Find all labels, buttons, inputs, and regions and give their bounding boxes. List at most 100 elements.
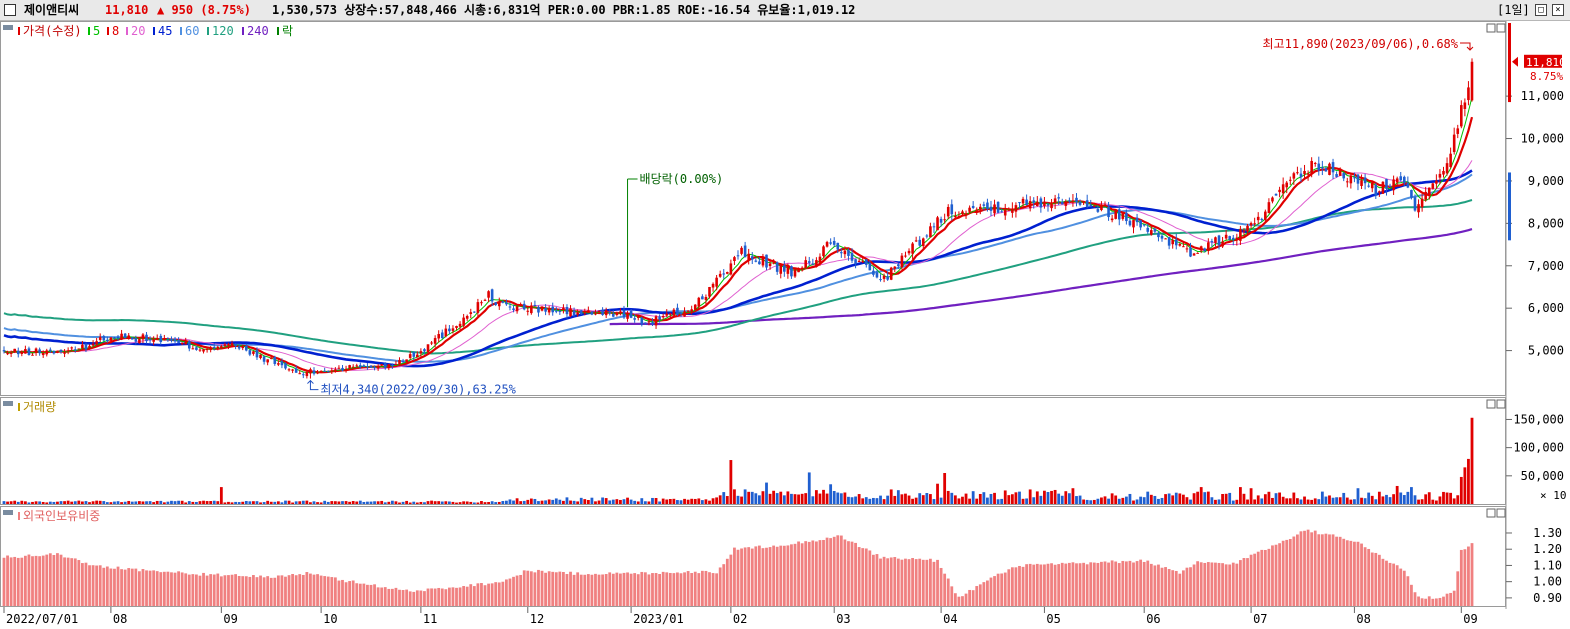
volume-bar <box>394 501 398 504</box>
foreign-tick-label: 0.90 <box>1533 591 1562 605</box>
foreign-bar <box>647 574 651 606</box>
foreign-bar <box>893 557 897 606</box>
volume-bar <box>586 499 590 504</box>
volume-bar <box>1057 493 1061 504</box>
x-tick-label: 10 <box>323 612 337 626</box>
foreign-bar <box>330 577 334 606</box>
panel-handle-icon[interactable] <box>3 25 13 30</box>
foreign-bar <box>611 573 615 606</box>
volume-bar <box>1328 495 1331 504</box>
foreign-bar <box>1092 562 1096 606</box>
volume-bar <box>462 501 466 504</box>
volume-bar <box>1320 491 1324 504</box>
foreign-bar <box>66 557 70 606</box>
volume-bar <box>1067 493 1071 504</box>
foreign-bar <box>1060 562 1064 606</box>
candle-body <box>818 256 822 263</box>
candle-body <box>1442 170 1445 175</box>
candle-body <box>1050 203 1053 209</box>
candle-body <box>1036 201 1039 207</box>
foreign-bar <box>643 572 647 606</box>
volume-bar <box>1406 491 1410 504</box>
volume-bar <box>1356 488 1360 504</box>
volume-bar <box>266 500 270 504</box>
panel-maximize-icon[interactable] <box>1496 508 1506 518</box>
foreign-bar <box>1210 562 1214 606</box>
candle-body <box>177 340 180 344</box>
candle-body <box>1324 168 1328 172</box>
volume-bar <box>882 499 886 504</box>
candle-body <box>1399 176 1403 181</box>
candle-body <box>1192 253 1196 256</box>
foreign-bar <box>1410 584 1413 606</box>
chart-canvas: 가격(수정) 5 8 20 45 60 120 240 락 배당락(0.00%) 최고11,8… <box>0 21 1567 626</box>
period-selector[interactable]: [1일] <box>1497 3 1530 17</box>
candle-body <box>1299 173 1303 178</box>
candle-body <box>526 310 530 312</box>
volume-bar <box>1167 493 1171 504</box>
volume-bar <box>362 501 366 504</box>
candle-body <box>244 345 248 351</box>
panel-maximize-icon[interactable] <box>1496 23 1506 33</box>
panel-minimize-icon[interactable] <box>1486 508 1496 518</box>
foreign-bar <box>1067 562 1071 606</box>
foreign-bar <box>896 558 900 606</box>
foreign-bar <box>344 582 348 606</box>
foreign-tick-label: 1.30 <box>1533 526 1562 540</box>
candle-body <box>829 242 832 244</box>
candle-body <box>1256 216 1260 221</box>
panel-handle-icon[interactable] <box>3 401 13 406</box>
foreign-bar <box>971 590 975 606</box>
foreign-bar <box>775 546 779 606</box>
volume-bar <box>34 501 38 504</box>
volume-bar <box>1413 495 1417 504</box>
volume-bar <box>1035 491 1039 504</box>
volume-bar <box>601 497 605 504</box>
close-icon[interactable]: × <box>1552 4 1564 16</box>
foreign-bar <box>1431 598 1435 606</box>
volume-bar <box>351 501 355 504</box>
candle-body <box>544 308 547 312</box>
foreign-bar <box>953 593 957 606</box>
foreign-bar <box>946 578 950 606</box>
candle-body <box>376 366 380 369</box>
volume-bar <box>105 502 109 504</box>
maximize-icon[interactable]: □ <box>1535 4 1547 16</box>
candle-body <box>1142 224 1146 226</box>
candle-body <box>622 310 626 318</box>
volume-bar <box>1018 491 1021 504</box>
foreign-bar <box>31 556 34 606</box>
foreign-bar <box>1374 552 1378 606</box>
volume-bar <box>1085 499 1089 504</box>
foreign-bar <box>230 574 234 606</box>
volume-bar <box>1096 498 1100 504</box>
panel-minimize-icon[interactable] <box>1486 399 1496 409</box>
foreign-bar <box>601 574 605 606</box>
foreign-bar <box>875 554 879 606</box>
foreign-bar <box>921 559 925 606</box>
foreign-bar <box>836 535 840 606</box>
volume-bar <box>1271 497 1274 504</box>
volume-bar <box>1431 499 1435 504</box>
volume-bar <box>1324 496 1328 504</box>
volume-bar <box>921 495 925 504</box>
candle-body <box>170 338 173 341</box>
candle-body <box>1349 175 1353 184</box>
foreign-bar <box>590 574 594 606</box>
candle-body <box>1264 211 1267 220</box>
candle-body <box>1221 241 1224 247</box>
foreign-bar <box>483 585 487 606</box>
panel-maximize-icon[interactable] <box>1496 399 1506 409</box>
legend-marker-icon <box>107 27 109 35</box>
candle-body <box>145 334 148 342</box>
select-checkbox[interactable] <box>4 4 16 16</box>
candle-body <box>537 306 540 313</box>
volume-bar <box>864 497 868 504</box>
volume-bar <box>1103 496 1107 504</box>
foreign-bar <box>451 587 455 606</box>
panel-handle-icon[interactable] <box>3 510 13 515</box>
volume-bar <box>871 497 875 504</box>
panel-minimize-icon[interactable] <box>1486 23 1496 33</box>
foreign-bar <box>437 587 441 606</box>
candle-body <box>501 301 505 303</box>
